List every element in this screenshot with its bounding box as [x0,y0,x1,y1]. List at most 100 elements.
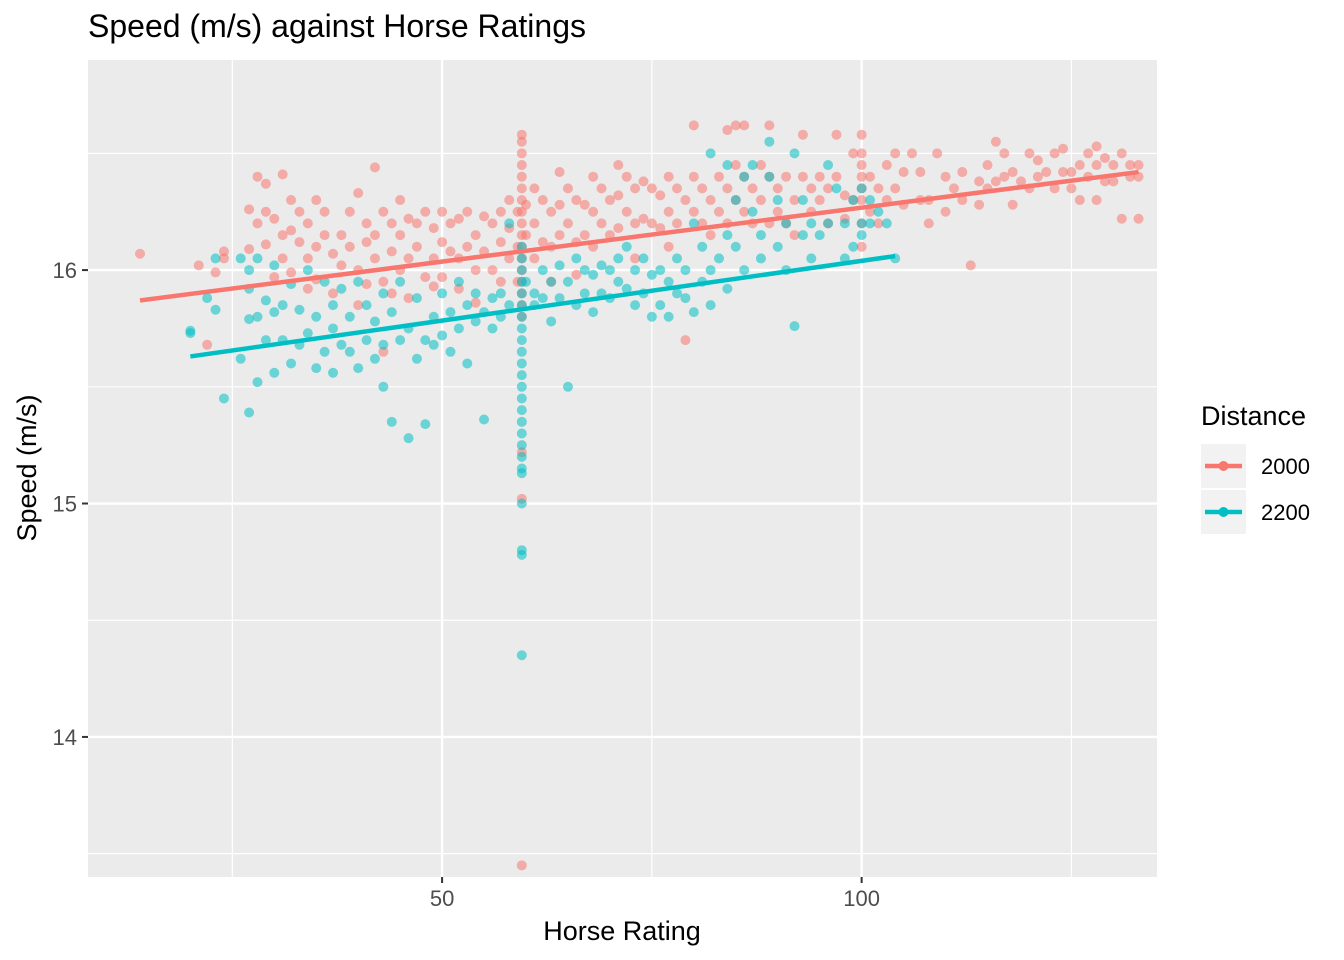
point-2000 [579,230,590,241]
point-2000 [1108,160,1119,171]
point-2000 [445,246,456,257]
point-2200 [730,195,741,206]
legend-title: Distance [1201,401,1306,431]
point-2200 [797,230,808,241]
point-2200 [516,311,527,322]
point-2200 [516,370,527,381]
point-2200 [516,346,527,357]
y-tick-label: 16 [53,258,77,283]
point-2000 [516,148,527,159]
point-2200 [235,353,246,364]
point-2000 [487,265,498,276]
point-2000 [554,167,565,178]
point-2000 [621,206,632,217]
point-2000 [495,237,506,248]
point-2200 [621,283,632,294]
point-2200 [663,276,674,287]
point-2000 [1007,199,1018,210]
point-2200 [453,323,464,334]
point-2000 [554,230,565,241]
point-2000 [856,241,867,252]
point-2000 [865,206,876,217]
point-2200 [361,300,372,311]
point-2200 [210,253,221,264]
point-2200 [369,316,380,327]
point-2200 [420,335,431,346]
point-2200 [336,283,347,294]
point-2200 [646,311,657,322]
point-2200 [470,288,481,299]
point-2000 [814,195,825,206]
point-2200 [516,468,527,479]
point-2200 [697,241,708,252]
point-2000 [713,171,724,182]
point-2000 [663,171,674,182]
point-2200 [713,253,724,264]
point-2000 [680,195,691,206]
point-2000 [789,230,800,241]
point-2200 [848,241,859,252]
point-2000 [974,176,985,187]
point-2000 [1066,167,1077,178]
y-axis-title: Speed (m/s) [12,394,42,541]
point-2000 [378,346,389,357]
point-2200 [516,358,527,369]
point-2200 [772,241,783,252]
point-2000 [755,160,766,171]
point-2000 [655,223,666,234]
point-2000 [529,253,540,264]
legend-label-2200: 2200 [1261,500,1310,525]
point-2200 [462,358,473,369]
point-2000 [638,213,649,224]
point-2000 [428,223,439,234]
point-2200 [260,295,271,306]
point-2000 [516,171,527,182]
point-2200 [663,311,674,322]
point-2000 [437,237,448,248]
point-2000 [957,195,968,206]
point-2200 [722,160,733,171]
point-2000 [823,183,834,194]
point-2200 [470,316,481,327]
point-2200 [487,293,498,304]
point-2000 [1091,141,1102,152]
point-2200 [516,549,527,560]
point-2000 [495,206,506,217]
point-2200 [688,218,699,229]
point-2000 [403,253,414,264]
point-2000 [596,218,607,229]
trend-line-2000 [139,169,1139,303]
point-2200 [395,335,406,346]
axes: 50 100 14 15 16 [53,258,880,911]
point-2000 [713,206,724,217]
point-2200 [839,218,850,229]
point-2200 [378,381,389,392]
point-2200 [781,218,792,229]
point-2200 [764,171,775,182]
point-2000 [604,195,615,206]
point-2000 [596,183,607,194]
point-2200 [244,265,255,276]
point-2000 [906,148,917,159]
point-2000 [319,206,330,217]
point-2000 [940,206,951,217]
point-2200 [516,288,527,299]
point-2000 [516,860,527,871]
point-2000 [957,167,968,178]
point-2200 [294,304,305,315]
point-2000 [932,148,943,159]
point-2200 [378,339,389,350]
point-2000 [361,218,372,229]
point-2000 [638,176,649,187]
point-2200 [705,300,716,311]
point-2000 [856,160,867,171]
point-2000 [1116,213,1127,224]
point-2200 [516,650,527,661]
point-2200 [613,276,624,287]
point-2200 [516,323,527,334]
point-2200 [571,253,582,264]
point-2200 [604,265,615,276]
point-2000 [999,148,1010,159]
point-2200 [353,276,364,287]
point-2200 [386,416,397,427]
